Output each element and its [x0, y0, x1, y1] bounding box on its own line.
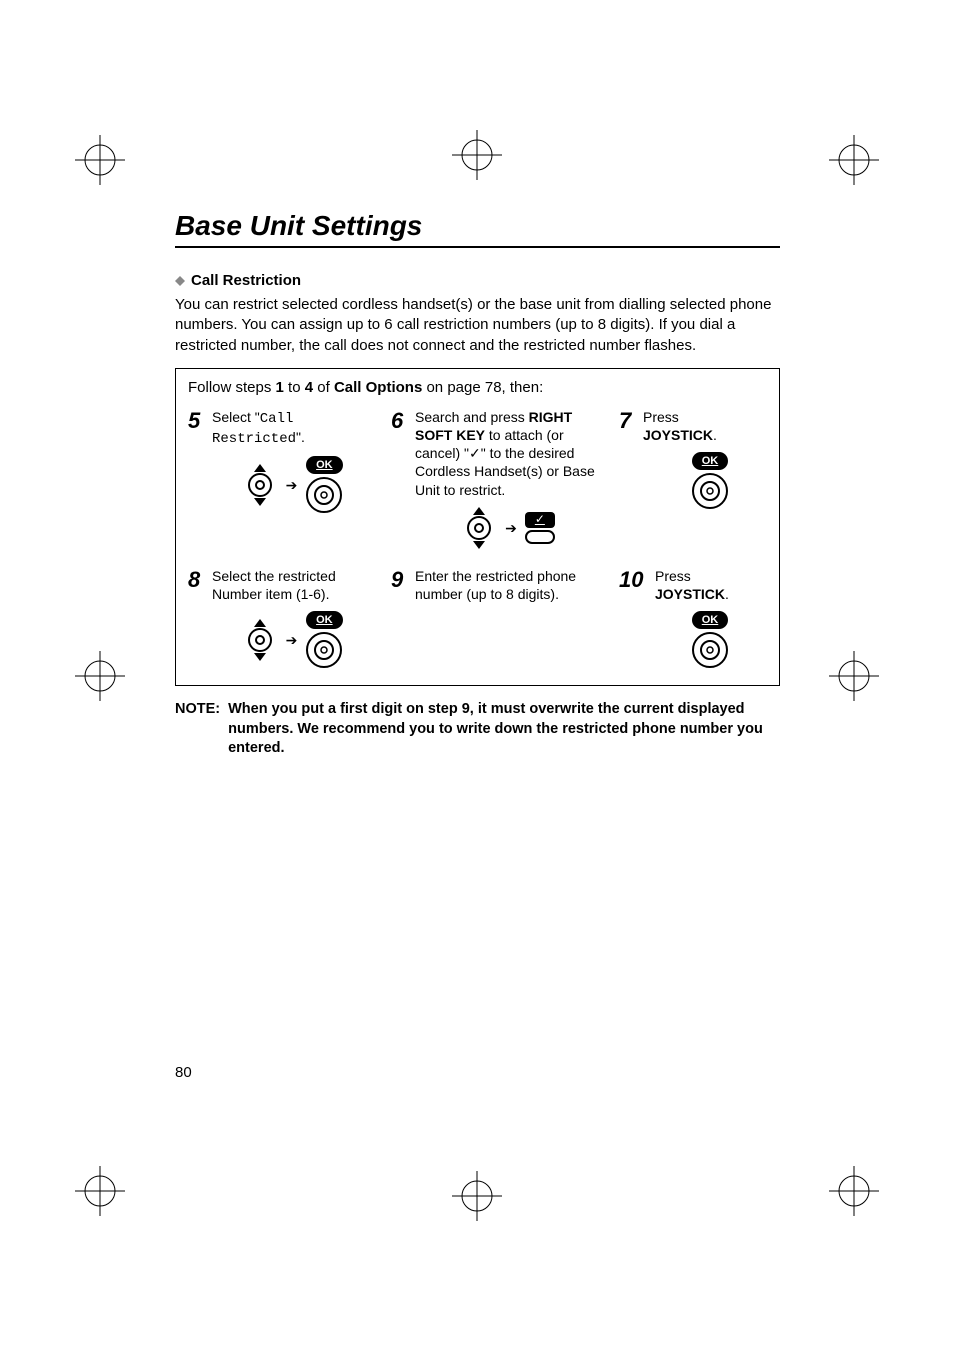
- ok-joystick-stack: OK: [691, 611, 729, 669]
- joystick-updown-icon: [242, 464, 278, 506]
- step-number: 8: [188, 569, 206, 670]
- step-6: 6 Search and press RIGHT SOFT KEY to att…: [391, 408, 601, 549]
- step-body: Press JOYSTICK. OK: [643, 408, 749, 549]
- step-10-icons: OK: [655, 611, 749, 669]
- section-header: Call Restriction: [175, 272, 780, 289]
- step-8: 8 Select the restricted Number item (1-6…: [188, 567, 373, 670]
- step-7-icons: OK: [643, 452, 749, 510]
- note-text: When you put a first digit on step 9, it…: [228, 700, 780, 759]
- step-number: 6: [391, 410, 409, 549]
- step-body: Search and press RIGHT SOFT KEY to attac…: [415, 408, 601, 549]
- registration-mark-icon: [452, 130, 502, 180]
- note-label: NOTE:: [175, 700, 220, 759]
- note-block: NOTE: When you put a first digit on step…: [175, 700, 780, 759]
- step-number: 5: [188, 410, 206, 549]
- joystick-updown-icon: [242, 619, 278, 661]
- step-8-icons: ➔ OK: [212, 611, 373, 669]
- ok-joystick-stack: OK: [305, 611, 343, 669]
- arrow-right-icon: ➔: [286, 476, 298, 494]
- diamond-bullet-icon: [175, 276, 185, 286]
- step-number: 7: [619, 410, 637, 549]
- arrow-right-icon: ➔: [505, 519, 517, 537]
- page-number: 80: [175, 1064, 192, 1081]
- ok-badge: OK: [692, 611, 729, 629]
- registration-mark-icon: [829, 135, 879, 185]
- section-title: Call Restriction: [191, 272, 301, 289]
- check-badge-icon: ✓: [525, 512, 555, 528]
- step-7: 7 Press JOYSTICK. OK: [619, 408, 749, 549]
- follow-steps-line: Follow steps 1 to 4 of Call Options on p…: [188, 379, 767, 396]
- registration-mark-icon: [829, 1166, 879, 1216]
- joystick-press-icon: [305, 476, 343, 514]
- arrow-right-icon: ➔: [286, 631, 298, 649]
- ok-joystick-stack: OK: [305, 456, 343, 514]
- step-5-icons: ➔ OK: [212, 456, 373, 514]
- joystick-updown-icon: [461, 507, 497, 549]
- registration-mark-icon: [829, 651, 879, 701]
- steps-row-1: 5 Select "Call Restricted". ➔ OK: [188, 408, 767, 549]
- step-10: 10 Press JOYSTICK. OK: [619, 567, 749, 670]
- registration-mark-icon: [75, 135, 125, 185]
- registration-mark-icon: [452, 1171, 502, 1221]
- page-title: Base Unit Settings: [175, 210, 780, 248]
- step-body: Select "Call Restricted". ➔ OK: [212, 408, 373, 549]
- ok-badge: OK: [692, 452, 729, 470]
- joystick-press-icon: [691, 631, 729, 669]
- ok-badge: OK: [306, 456, 343, 474]
- step-6-icons: ➔ ✓: [415, 507, 601, 549]
- steps-row-2: 8 Select the restricted Number item (1-6…: [188, 567, 767, 670]
- step-body: Select the restricted Number item (1-6).…: [212, 567, 373, 670]
- ok-badge: OK: [306, 611, 343, 629]
- step-9: 9 Enter the restricted phone number (up …: [391, 567, 601, 670]
- step-number: 9: [391, 569, 409, 670]
- intro-paragraph: You can restrict selected cordless hands…: [175, 295, 780, 356]
- steps-container: Follow steps 1 to 4 of Call Options on p…: [175, 368, 780, 687]
- step-body: Enter the restricted phone number (up to…: [415, 567, 601, 670]
- step-5: 5 Select "Call Restricted". ➔ OK: [188, 408, 373, 549]
- page-content: Base Unit Settings Call Restriction You …: [175, 210, 780, 759]
- softkey-stack: ✓: [525, 512, 555, 544]
- softkey-oval-icon: [525, 530, 555, 544]
- registration-mark-icon: [75, 651, 125, 701]
- joystick-press-icon: [305, 631, 343, 669]
- step-body: Press JOYSTICK. OK: [655, 567, 749, 670]
- ok-joystick-stack: OK: [691, 452, 729, 510]
- step-number: 10: [619, 569, 649, 670]
- registration-mark-icon: [75, 1166, 125, 1216]
- joystick-press-icon: [691, 472, 729, 510]
